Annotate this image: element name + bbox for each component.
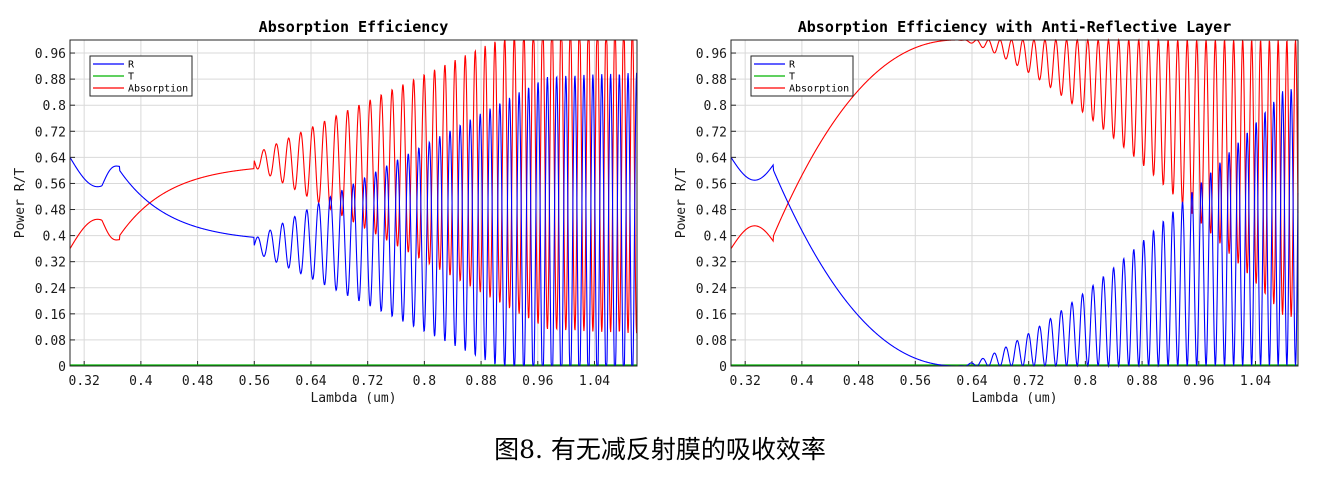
y-axis-label: Power R/T — [13, 168, 28, 239]
chart-title: Absorption Efficiency — [259, 18, 449, 36]
y-tick-label: 0.24 — [35, 282, 66, 297]
x-tick-label: 0.64 — [295, 374, 326, 389]
y-tick-label: 0.4 — [704, 230, 728, 245]
legend-label-t: T — [128, 72, 134, 83]
x-tick-label: 0.4 — [129, 374, 153, 389]
y-tick-label: 0.32 — [35, 256, 66, 271]
x-tick-label: 1.04 — [579, 374, 610, 389]
y-tick-label: 0.96 — [696, 47, 727, 62]
x-tick-label: 1.04 — [1240, 374, 1271, 389]
legend-label-r: R — [128, 60, 135, 71]
x-axis-label: Lambda (um) — [971, 391, 1057, 406]
legend-label-r: R — [789, 60, 796, 71]
y-tick-label: 0.96 — [35, 47, 66, 62]
x-tick-label: 0.96 — [522, 374, 553, 389]
y-tick-label: 0.72 — [35, 125, 66, 140]
x-tick-label: 0.72 — [1013, 374, 1044, 389]
y-tick-label: 0.88 — [696, 73, 727, 88]
y-tick-label: 0 — [719, 360, 727, 375]
x-tick-label: 0.64 — [956, 374, 987, 389]
series-line-absorption — [730, 37, 1299, 317]
y-tick-label: 0.24 — [696, 282, 727, 297]
x-tick-label: 0.32 — [730, 374, 761, 389]
x-tick-label: 0.4 — [790, 374, 814, 389]
series-line-r — [730, 89, 1299, 369]
figure-canvas: 0.32 0.4 0.48 0.56 0.64 0.72 0.8 0.88 0.96 1.0400… — [13, 18, 1299, 406]
plot-frame — [69, 39, 638, 367]
x-tick-label: 0.32 — [69, 374, 100, 389]
y-tick-label: 0.16 — [696, 308, 727, 323]
y-tick-label: 0.16 — [35, 308, 66, 323]
y-tick-label: 0.48 — [35, 204, 66, 219]
x-tick-label: 0.96 — [1183, 374, 1214, 389]
legend-label-t: T — [789, 72, 795, 83]
chart-title: Absorption Efficiency with Anti-Reflecti… — [798, 18, 1231, 36]
plot-frame — [730, 39, 1299, 367]
x-axis-label: Lambda (um) — [310, 391, 396, 406]
y-tick-label: 0.48 — [696, 204, 727, 219]
x-tick-label: 0.56 — [900, 374, 931, 389]
x-tick-label: 0.8 — [1074, 374, 1097, 389]
y-tick-label: 0.64 — [35, 151, 66, 166]
x-tick-label: 0.48 — [843, 374, 874, 389]
y-tick-label: 0.88 — [35, 73, 66, 88]
y-tick-label: 0.4 — [43, 230, 67, 245]
figure-caption: 图8. 有无减反射膜的吸收效率 — [494, 435, 826, 464]
y-tick-label: 0.08 — [35, 334, 66, 349]
x-tick-label: 0.48 — [182, 374, 213, 389]
y-tick-label: 0.72 — [696, 125, 727, 140]
x-tick-label: 0.88 — [1126, 374, 1157, 389]
x-tick-label: 0.56 — [239, 374, 270, 389]
x-tick-label: 0.88 — [465, 374, 496, 389]
y-tick-label: 0.56 — [696, 177, 727, 192]
y-axis-label: Power R/T — [674, 168, 689, 239]
y-tick-label: 0.56 — [35, 177, 66, 192]
x-tick-label: 0.8 — [413, 374, 436, 389]
x-tick-label: 0.72 — [352, 374, 383, 389]
y-tick-label: 0 — [58, 360, 66, 375]
legend-label-absorption: Absorption — [128, 84, 188, 95]
y-tick-label: 0.32 — [696, 256, 727, 271]
legend-label-absorption: Absorption — [789, 84, 849, 95]
y-tick-label: 0.64 — [696, 151, 727, 166]
y-tick-label: 0.8 — [43, 99, 66, 114]
y-tick-label: 0.8 — [704, 99, 727, 114]
y-tick-label: 0.08 — [696, 334, 727, 349]
